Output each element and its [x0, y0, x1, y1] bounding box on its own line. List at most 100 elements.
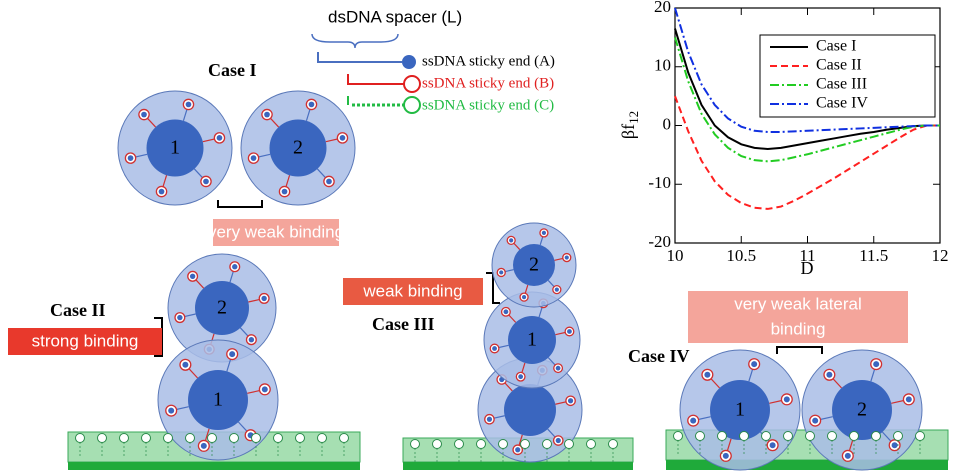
y-tick-label: 0: [663, 114, 672, 133]
sticky-dot: [487, 417, 492, 422]
binding-label: binding: [771, 319, 826, 338]
sticky-dot: [555, 288, 559, 292]
sticky-dot: [128, 155, 134, 161]
sticky-dot: [845, 453, 851, 459]
sticky-dot: [340, 135, 346, 141]
x-tick-label: 10.5: [726, 246, 756, 265]
sticky-dot: [568, 398, 573, 403]
substrate-sticky-end: [98, 434, 107, 443]
sticky-dot: [186, 102, 192, 108]
y-axis-label-main: βf: [618, 124, 638, 139]
substrate-sticky-end: [916, 432, 925, 441]
sticky-dot: [522, 295, 526, 299]
sticky-dot: [159, 189, 165, 195]
substrate-sticky-end: [872, 432, 881, 441]
sticky-a-icon: [402, 55, 416, 69]
sticky-dot: [499, 270, 503, 274]
particle-label: 2: [529, 254, 539, 276]
binding-label: very weak lateral: [734, 294, 862, 313]
x-tick-label: 11: [799, 246, 815, 265]
substrate-base: [403, 462, 633, 470]
particle-core: [504, 384, 556, 436]
substrate-sticky-end: [340, 434, 349, 443]
sticky-dot: [177, 315, 182, 320]
spacer-line: [348, 74, 404, 84]
sticky-dot: [251, 155, 257, 161]
sticky-a-label: ssDNA sticky end (A): [422, 53, 555, 69]
figure: dsDNA spacer (L) ssDNA sticky end (A) ss…: [0, 0, 954, 474]
sticky-dot: [704, 372, 710, 378]
substrate-sticky-end: [609, 440, 618, 449]
sticky-dot: [203, 179, 209, 185]
sticky-dot: [141, 112, 147, 118]
binding-label: very weak binding: [208, 222, 344, 241]
sticky-dot: [556, 366, 561, 371]
substrate-sticky-end: [477, 440, 486, 449]
sticky-dot: [812, 418, 818, 424]
sticky-c-label: ssDNA sticky end (C): [422, 97, 554, 113]
particle-label: 2: [217, 297, 227, 319]
sticky-dot: [326, 179, 332, 185]
substrate-sticky-end: [521, 440, 530, 449]
substrate-sticky-end: [296, 434, 305, 443]
substrate-sticky-end: [274, 434, 283, 443]
substrate-sticky-end: [142, 434, 151, 443]
sticky-dot: [567, 329, 572, 334]
sticky-dot: [168, 408, 174, 414]
substrate-sticky-end: [543, 440, 552, 449]
y-tick-label: 10: [654, 56, 671, 75]
substrate-sticky-end: [230, 434, 239, 443]
sticky-dot: [509, 238, 513, 242]
sticky-dot: [182, 362, 188, 368]
y-axis-label-sub: 12: [626, 111, 641, 124]
sticky-dot: [542, 231, 546, 235]
sticky-dot: [518, 374, 523, 379]
binding-label: weak binding: [362, 281, 462, 300]
y-tick-label: -10: [648, 173, 671, 192]
substrate-sticky-end: [76, 434, 85, 443]
sticky-dot: [556, 438, 561, 443]
legend-label: Case IV: [816, 95, 868, 112]
legend-label: Case II: [816, 57, 862, 74]
sticky-dot: [751, 361, 757, 367]
substrate-sticky-end: [186, 434, 195, 443]
sticky-dot: [232, 264, 237, 269]
substrate-sticky-end: [762, 432, 771, 441]
spacer-label: dsDNA spacer (L): [328, 7, 462, 26]
particle-label: 1: [170, 137, 180, 159]
legend-label: Case III: [816, 76, 867, 93]
sticky-dot: [249, 337, 254, 342]
sticky-dot: [515, 447, 520, 452]
sticky-dot: [264, 112, 270, 118]
particle-label: 1: [735, 399, 745, 421]
particle-label: 2: [857, 399, 867, 421]
sticky-dot: [690, 418, 696, 424]
substrate-sticky-end: [411, 440, 420, 449]
case-label: Case I: [208, 60, 257, 80]
particle-label: 1: [527, 329, 537, 351]
sticky-b-icon: [404, 76, 420, 92]
binding-label: strong binding: [32, 331, 139, 350]
sticky-dot: [906, 396, 912, 402]
x-tick-label: 11.5: [859, 246, 888, 265]
substrate-sticky-end: [587, 440, 596, 449]
substrate-sticky-end: [565, 440, 574, 449]
sticky-b-label: ssDNA sticky end (B): [422, 75, 554, 91]
substrate-sticky-end: [828, 432, 837, 441]
case-label: Case IV: [628, 346, 690, 366]
y-tick-label: 20: [654, 0, 671, 16]
sticky-dot: [229, 351, 235, 357]
bracket: [777, 347, 822, 354]
substrate-base: [68, 462, 360, 470]
substrate-sticky-end: [740, 432, 749, 441]
substrate-sticky-end: [784, 432, 793, 441]
sticky-dot: [770, 442, 776, 448]
particle-label: 1: [213, 389, 223, 411]
substrate-sticky-end: [894, 432, 903, 441]
sticky-dot: [201, 443, 207, 449]
y-tick-label: -20: [648, 232, 671, 251]
substrate-sticky-end: [120, 434, 129, 443]
sticky-dot: [282, 189, 288, 195]
sticky-dot: [784, 396, 790, 402]
